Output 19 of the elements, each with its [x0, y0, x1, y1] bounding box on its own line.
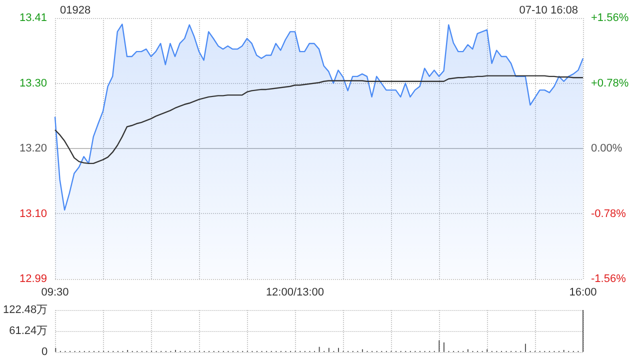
x-tick-label: 16:00 — [569, 286, 597, 298]
y-tick-label: 0 — [42, 346, 48, 358]
y-tick-label: 13.41 — [19, 12, 47, 24]
y2-tick-label: +0.78% — [591, 77, 629, 90]
chart-title: 01928 — [60, 4, 91, 16]
y-tick-label: 122.48万 — [2, 304, 48, 316]
x-tick-label: 09:30 — [41, 286, 69, 298]
y-tick-label: 13.30 — [19, 77, 47, 90]
y2-tick-label: -1.56% — [591, 273, 626, 285]
x-tick-label: 12:00/13:00 — [266, 286, 324, 298]
y-tick-label: 13.10 — [19, 208, 47, 220]
y2-tick-label: +1.56% — [591, 12, 629, 24]
line-series — [54, 75, 584, 164]
y-tick-label: 61.24万 — [9, 325, 48, 337]
y-tick-label: 12.99 — [19, 273, 47, 285]
y2-tick-label: 0.00% — [591, 142, 622, 154]
chart-subtitle: 07-10 16:08 — [519, 4, 578, 16]
y-tick-label: 13.20 — [19, 142, 47, 154]
y2-tick-label: -0.78% — [591, 208, 626, 220]
